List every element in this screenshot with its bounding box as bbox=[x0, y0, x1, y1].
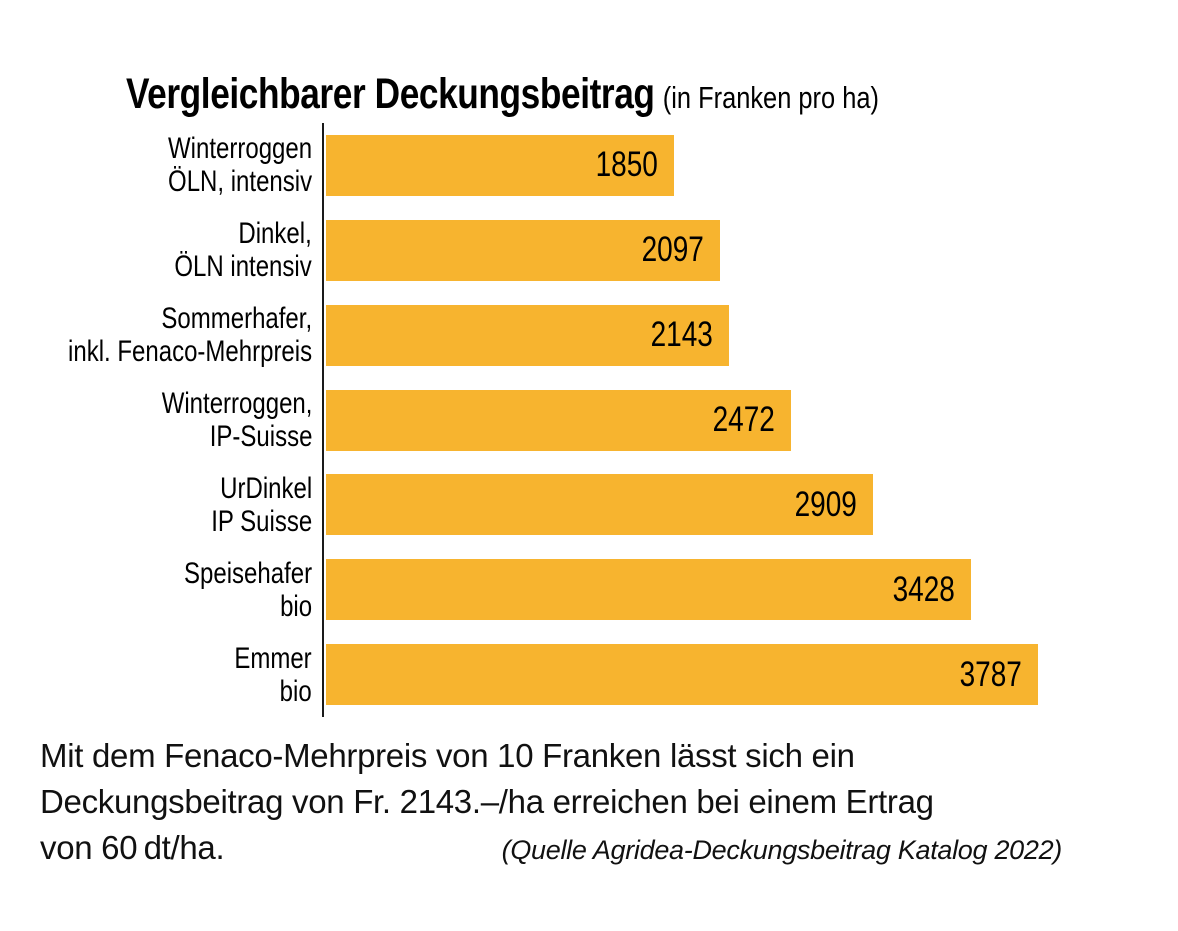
category-label: UrDinkel IP Suisse bbox=[0, 472, 312, 538]
bar-value-label: 2909 bbox=[794, 484, 857, 524]
bar-track: 3428 bbox=[326, 559, 1178, 621]
y-axis-line bbox=[322, 123, 324, 717]
bar-value-label: 2472 bbox=[712, 400, 775, 439]
bar-rows: Winterroggen ÖLN, intensiv 1850 Dinkel, ÖLN … bbox=[0, 123, 1178, 717]
chart-title-main: Vergleichbarer Deckungsbeitrag bbox=[126, 70, 655, 118]
category-label-text: Dinkel, ÖLN intensiv bbox=[174, 217, 312, 284]
caption-line-2: Deckungsbeitrag von Fr. 2143.–/ha erreic… bbox=[40, 783, 934, 820]
bar-track: 2097 bbox=[326, 219, 1178, 281]
category-label: Dinkel, ÖLN intensiv bbox=[0, 217, 312, 283]
bar-track: 1850 bbox=[326, 134, 1178, 196]
caption-line-3-text: von 60 dt/ha. bbox=[40, 829, 225, 866]
bar-row: Dinkel, ÖLN intensiv 2097 bbox=[0, 208, 1178, 293]
category-label-text: Winterroggen, IP-Suisse bbox=[161, 387, 312, 453]
bar-value-label: 1850 bbox=[595, 145, 658, 185]
category-label: Sommerhafer, inkl. Fenaco-Mehrpreis bbox=[0, 302, 312, 368]
bar-track: 2472 bbox=[326, 389, 1178, 451]
caption-line-1: Mit dem Fenaco-Mehrpreis von 10 Franken … bbox=[40, 737, 855, 774]
chart-title-unit: (in Franken pro ha) bbox=[662, 80, 879, 115]
bar-chart: Winterroggen ÖLN, intensiv 1850 Dinkel, ÖLN … bbox=[0, 123, 1178, 717]
category-label: Winterroggen ÖLN, intensiv bbox=[0, 132, 312, 198]
bar: 3428 bbox=[326, 559, 971, 621]
bar-row: Emmer bio 3787 bbox=[0, 632, 1178, 717]
bar-track: 2143 bbox=[326, 304, 1178, 366]
category-label: Winterroggen, IP-Suisse bbox=[0, 387, 312, 453]
caption-text: Mit dem Fenaco-Mehrpreis von 10 Franken … bbox=[40, 733, 1062, 873]
bar: 2097 bbox=[326, 219, 721, 281]
category-label-text: Winterroggen ÖLN, intensiv bbox=[167, 132, 312, 199]
bar-track: 2909 bbox=[326, 474, 1178, 536]
bar-track: 3787 bbox=[326, 644, 1178, 706]
bar-row: Sommerhafer, inkl. Fenaco-Mehrpreis 2143 bbox=[0, 293, 1178, 378]
category-label-text: Emmer bio bbox=[234, 641, 312, 708]
bar-row: Speisehafer bio 3428 bbox=[0, 547, 1178, 632]
bar: 2909 bbox=[326, 474, 873, 536]
bar-value-label: 3787 bbox=[959, 654, 1022, 694]
chart-title: Vergleichbarer Deckungsbeitrag (in Franke… bbox=[126, 70, 879, 119]
bar: 1850 bbox=[326, 134, 674, 196]
bar-row: Winterroggen ÖLN, intensiv 1850 bbox=[0, 123, 1178, 208]
category-label-text: Speisehafer bio bbox=[183, 556, 312, 623]
source-note: (Quelle Agridea-Deckungsbeitrag Katalog … bbox=[501, 835, 1063, 865]
caption-line-3: von 60 dt/ha. (Quelle Agridea-Deckungsbe… bbox=[40, 825, 1062, 873]
category-label-text: Sommerhafer, inkl. Fenaco-Mehrpreis bbox=[67, 302, 312, 369]
category-label-text: UrDinkel IP Suisse bbox=[211, 471, 312, 538]
bar: 2143 bbox=[326, 304, 729, 366]
bar: 3787 bbox=[326, 644, 1038, 706]
bar-value-label: 2143 bbox=[650, 315, 713, 355]
bar-row: UrDinkel IP Suisse 2909 bbox=[0, 462, 1178, 547]
bar-row: Winterroggen, IP-Suisse 2472 bbox=[0, 378, 1178, 463]
bar: 2472 bbox=[326, 389, 791, 451]
bar-value-label: 3428 bbox=[892, 569, 955, 609]
category-label: Emmer bio bbox=[0, 642, 312, 708]
category-label: Speisehafer bio bbox=[0, 557, 312, 623]
bar-value-label: 2097 bbox=[641, 230, 705, 270]
